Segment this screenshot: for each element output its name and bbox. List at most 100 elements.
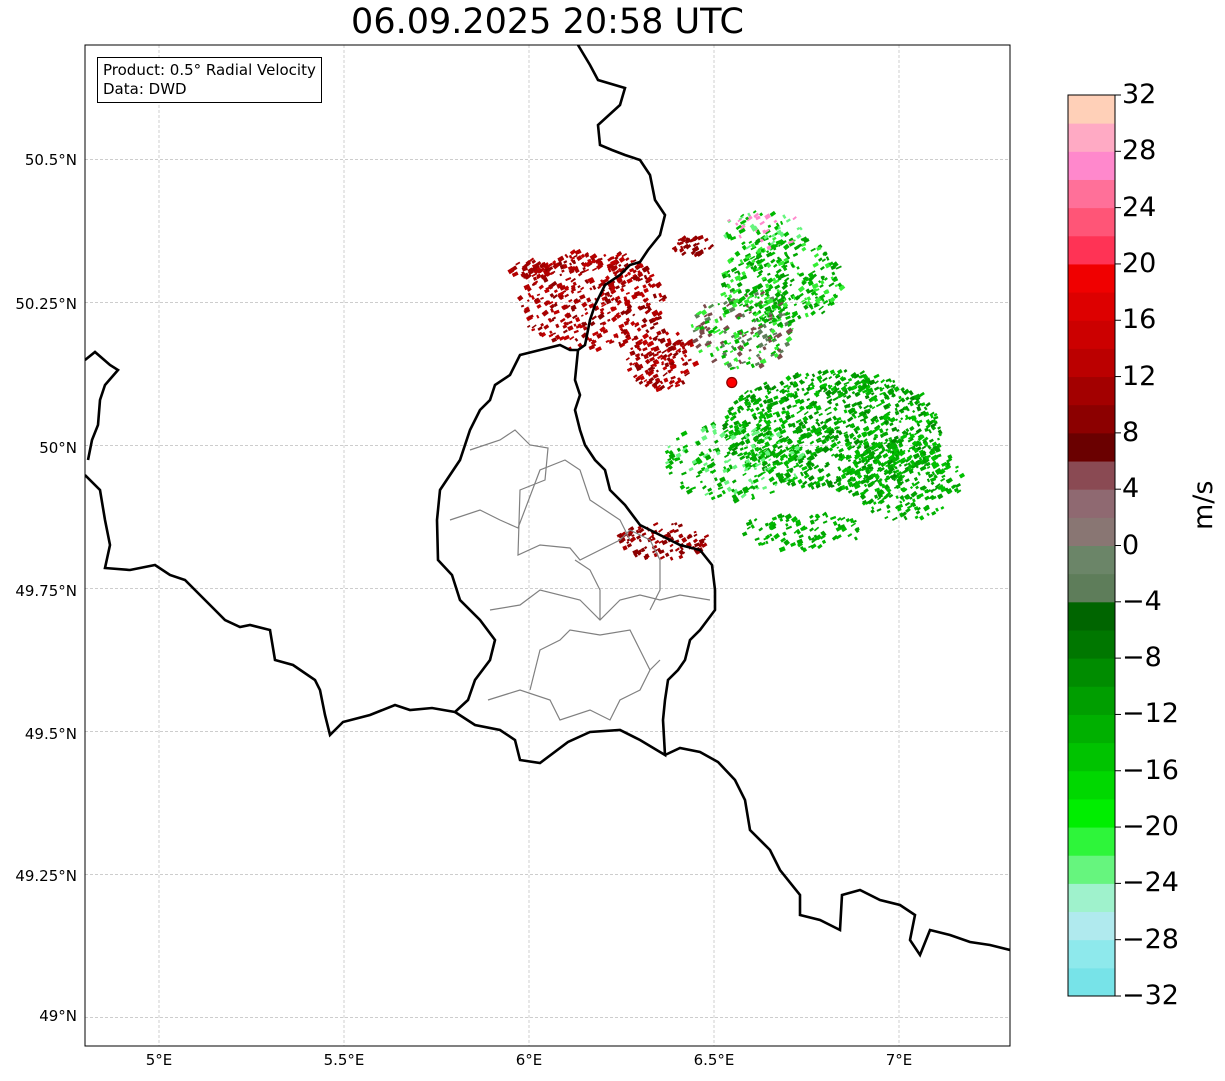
radar-echo-pixel — [744, 389, 749, 395]
radar-echo-pixel — [661, 360, 665, 364]
radar-echo-pixel — [894, 410, 900, 416]
radar-echo-pixel — [817, 426, 822, 432]
radar-echo-pixel — [536, 314, 540, 319]
radar-echo-pixel — [568, 320, 573, 325]
radar-echo-pixel — [799, 452, 805, 458]
radar-echo-pixel — [635, 365, 642, 372]
radar-echo-pixel — [522, 272, 530, 279]
radar-echo-pixel — [672, 351, 679, 357]
radar-echo-pixel — [802, 480, 808, 486]
radar-echo-pixel — [789, 278, 795, 283]
radar-echo-pixel — [618, 323, 625, 329]
radar-echo-pixel — [673, 247, 678, 253]
radar-echo-pixel — [882, 461, 888, 467]
radar-echo-pixel — [580, 286, 585, 291]
radar-echo-pixel — [874, 441, 882, 448]
radar-echo-pixel — [899, 450, 906, 457]
radar-echo-pixel — [677, 238, 682, 242]
radar-echo-pixel — [637, 373, 644, 378]
radar-echo-pixel — [707, 332, 713, 338]
radar-echo-pixel — [948, 488, 953, 494]
radar-echo-pixel — [790, 515, 798, 523]
radar-echo-pixel — [584, 311, 589, 316]
radar-echo-pixel — [724, 294, 728, 298]
radar-echo-pixel — [879, 433, 884, 438]
radar-echo-pixel — [559, 284, 567, 291]
radar-echo-pixel — [691, 459, 698, 465]
radar-echo-pixel — [899, 500, 903, 504]
colorbar-tick-label: 24 — [1122, 191, 1157, 223]
radar-echo-pixel — [618, 342, 626, 349]
radar-echo-pixel — [807, 405, 811, 410]
radar-echo-pixel — [913, 447, 919, 454]
radar-echo-pixel — [916, 405, 922, 412]
radar-echo-pixel — [881, 446, 886, 452]
radar-echo-pixel — [775, 268, 782, 274]
radar-echo-pixel — [758, 264, 763, 268]
radar-echo-pixel — [873, 386, 880, 391]
radar-echo-pixel — [941, 474, 946, 479]
radar-echo-pixel — [882, 431, 889, 437]
radar-echo-pixel — [751, 318, 756, 323]
radar-echo-pixel — [626, 541, 630, 544]
radar-echo-pixel — [779, 324, 784, 328]
radar-echo-pixel — [841, 484, 846, 491]
radar-echo-pixel — [633, 290, 641, 297]
info-box: Product: 0.5° Radial Velocity Data: DWD — [97, 57, 322, 103]
radar-echo-pixel — [677, 241, 684, 246]
radar-echo-pixel — [562, 304, 569, 311]
radar-echo-pixel — [658, 539, 664, 544]
radar-echo-pixel — [793, 381, 798, 386]
radar-echo-pixel — [810, 290, 817, 296]
radar-echo-pixel — [793, 303, 798, 307]
radar-echo-pixel — [874, 487, 881, 492]
radar-echo-pixel — [882, 414, 890, 422]
radar-echo-pixel — [834, 387, 840, 393]
radar-echo-pixel — [815, 445, 820, 449]
radar-echo-pixel — [789, 318, 796, 324]
radar-echo-pixel — [775, 239, 783, 246]
radar-echo-pixel — [552, 260, 557, 265]
radar-echo-pixel — [806, 386, 812, 392]
radar-echo-pixel — [650, 347, 655, 352]
radar-echo-pixel — [572, 314, 578, 320]
radar-echo-pixel — [744, 465, 750, 471]
radar-echo-pixel — [764, 343, 768, 347]
radar-echo-pixel — [617, 314, 622, 319]
radar-echo-pixel — [815, 390, 820, 395]
radar-echo-pixel — [859, 370, 866, 375]
radar-echo-pixel — [749, 448, 755, 454]
radar-echo-pixel — [803, 391, 810, 397]
radar-echo-pixel — [682, 444, 689, 449]
radar-echo-pixel — [930, 460, 938, 468]
luxembourg-canton-boundaries — [489, 589, 711, 621]
radar-echo-pixel — [899, 512, 905, 518]
radar-echo-pixel — [810, 378, 815, 382]
radar-echo-pixel — [756, 433, 762, 439]
radar-echo-pixel — [699, 329, 705, 336]
radar-echo-pixel — [845, 454, 852, 461]
radar-echo-pixel — [923, 406, 928, 411]
radar-echo-pixel — [939, 486, 947, 493]
radar-echo-pixel — [665, 463, 672, 469]
radar-echo-pixel — [913, 460, 920, 466]
radar-echo-pixel — [776, 321, 783, 328]
radar-echo-pixel — [751, 485, 756, 490]
radar-echo-pixel — [886, 396, 890, 401]
radar-echo-pixel — [682, 351, 688, 355]
radar-echo-pixel — [591, 315, 597, 321]
radar-echo-pixel — [645, 297, 649, 302]
radar-echo-pixel — [905, 495, 910, 500]
radar-echo-pixel — [744, 308, 750, 313]
radar-echo-pixel — [853, 411, 858, 415]
radar-echo-pixel — [845, 472, 850, 476]
country-borders — [664, 746, 1010, 958]
radar-echo-pixel — [815, 405, 822, 412]
radar-echo-pixel — [756, 253, 761, 259]
radar-echo-pixel — [648, 368, 655, 375]
radar-echo-pixel — [889, 416, 896, 423]
radar-echo-pixel — [909, 496, 913, 500]
radar-echo-pixel — [873, 448, 879, 452]
radar-echo-pixel — [763, 299, 768, 304]
radar-echo-pixel — [810, 424, 816, 429]
